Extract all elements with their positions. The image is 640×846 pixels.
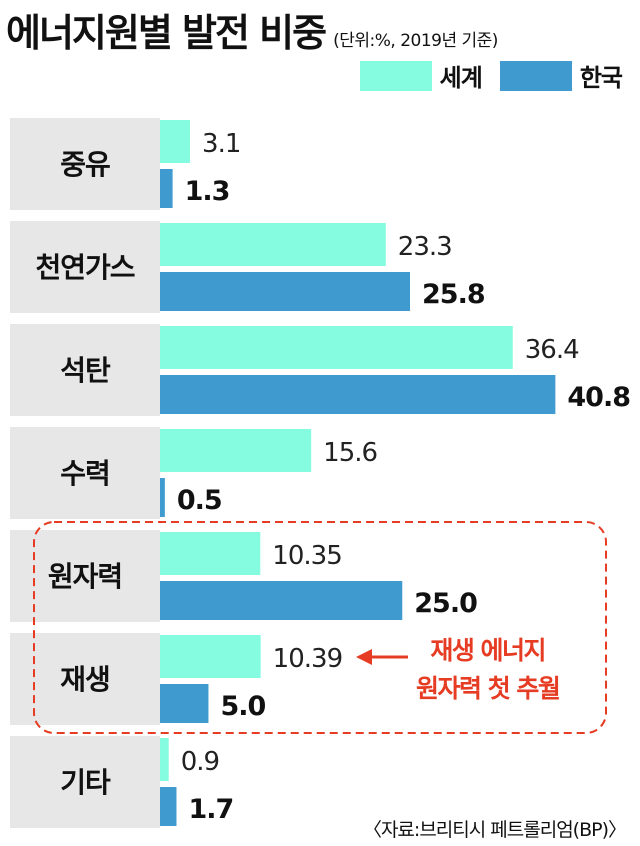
bar-world bbox=[160, 635, 261, 678]
highlight-annotation: 재생 에너지 원자력 첫 추월 bbox=[416, 632, 561, 708]
data-label-world: 15.6 bbox=[323, 438, 377, 468]
data-label-world: 36.4 bbox=[525, 335, 579, 365]
bar-world bbox=[160, 738, 169, 781]
data-label-world: 10.35 bbox=[272, 541, 341, 571]
bar-world bbox=[160, 120, 191, 163]
highlight-frame bbox=[33, 521, 607, 734]
category-label: 중유 bbox=[60, 148, 110, 181]
category-label: 천연가스 bbox=[35, 251, 134, 284]
legend-swatch-korea bbox=[499, 60, 572, 91]
category-box bbox=[10, 118, 160, 210]
data-label-korea: 5.0 bbox=[220, 691, 265, 722]
bar-world bbox=[160, 326, 513, 369]
data-label-world: 23.3 bbox=[398, 232, 452, 262]
category-label: 재생 bbox=[60, 663, 110, 696]
source-note: 〈자료:브리티시 페트롤리엄(BP)〉 bbox=[362, 819, 627, 841]
data-label-world: 0.9 bbox=[181, 747, 219, 777]
data-label-korea: 1.7 bbox=[188, 794, 233, 825]
chart-subtitle: (단위:%, 2019년 기준) bbox=[333, 31, 498, 51]
chart-title: 에너지원별 발전 비중 bbox=[6, 11, 327, 55]
data-label-korea: 25.8 bbox=[422, 279, 485, 310]
bar-world bbox=[160, 532, 261, 575]
bar-korea bbox=[160, 478, 165, 517]
category-box bbox=[10, 427, 160, 519]
legend-swatch-world bbox=[359, 60, 432, 91]
category-label: 석탄 bbox=[60, 354, 111, 387]
data-label-world: 10.39 bbox=[273, 644, 342, 674]
category-label: 원자력 bbox=[48, 560, 122, 593]
legend-item-world: 세계 bbox=[359, 58, 483, 93]
annotation-arrow-head bbox=[356, 649, 372, 665]
data-label-korea: 0.5 bbox=[177, 485, 222, 516]
annotation-line-1: 재생 에너지 bbox=[430, 636, 546, 665]
bar-korea bbox=[160, 272, 411, 311]
legend-item-korea: 한국 bbox=[499, 58, 623, 93]
annotation-line-2: 원자력 첫 추월 bbox=[416, 674, 561, 703]
bar-korea bbox=[160, 581, 403, 620]
bar-world bbox=[160, 429, 312, 472]
bar-world bbox=[160, 223, 386, 266]
bar-korea bbox=[160, 787, 177, 826]
legend: 세계 한국 bbox=[342, 58, 623, 93]
category-label: 수력 bbox=[60, 457, 110, 490]
category-label: 기타 bbox=[60, 766, 111, 799]
bar-korea bbox=[160, 684, 209, 723]
legend-label-korea: 한국 bbox=[579, 64, 623, 92]
title-row: 에너지원별 발전 비중 (단위:%, 2019년 기준) bbox=[6, 2, 498, 55]
data-label-korea: 40.8 bbox=[567, 382, 630, 413]
category-box bbox=[10, 736, 160, 828]
category-box bbox=[10, 221, 160, 313]
category-box bbox=[10, 324, 160, 416]
data-label-korea: 1.3 bbox=[185, 176, 230, 207]
bar-korea bbox=[160, 169, 173, 208]
legend-label-world: 세계 bbox=[439, 64, 483, 92]
data-label-korea: 25.0 bbox=[414, 588, 477, 619]
bar-korea bbox=[160, 375, 556, 414]
data-label-world: 3.1 bbox=[202, 129, 240, 159]
